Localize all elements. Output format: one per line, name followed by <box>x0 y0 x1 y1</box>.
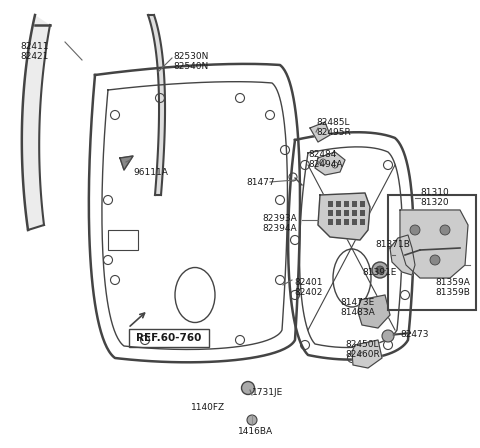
Text: 81310
81320: 81310 81320 <box>420 188 449 207</box>
Bar <box>336 210 341 216</box>
Text: 1416BA: 1416BA <box>238 427 273 436</box>
Bar <box>336 219 341 225</box>
Text: 81391E: 81391E <box>362 268 396 277</box>
Polygon shape <box>318 193 370 240</box>
Text: 81359A
81359B: 81359A 81359B <box>435 278 470 297</box>
Circle shape <box>376 266 384 274</box>
Circle shape <box>382 330 394 342</box>
Text: 82530N
82540N: 82530N 82540N <box>173 52 208 71</box>
Text: 82411
82421: 82411 82421 <box>20 42 48 61</box>
Polygon shape <box>120 156 133 170</box>
Bar <box>352 201 357 207</box>
Bar <box>344 219 349 225</box>
Polygon shape <box>352 340 382 368</box>
Bar <box>344 210 349 216</box>
Polygon shape <box>310 122 330 142</box>
Text: 82485L
82495R: 82485L 82495R <box>316 118 351 138</box>
Text: 82450L
82460R: 82450L 82460R <box>345 340 380 359</box>
Bar <box>328 219 333 225</box>
Bar <box>328 210 333 216</box>
Polygon shape <box>22 15 50 230</box>
Bar <box>360 201 365 207</box>
Text: 1140FZ: 1140FZ <box>191 404 225 413</box>
Text: 82473: 82473 <box>400 330 429 339</box>
Circle shape <box>247 415 257 425</box>
Circle shape <box>410 225 420 235</box>
Bar <box>108 230 138 250</box>
Text: 96111A: 96111A <box>133 168 168 177</box>
Text: 81477: 81477 <box>246 178 275 187</box>
Text: REF.60-760: REF.60-760 <box>136 333 202 343</box>
Bar <box>352 219 357 225</box>
Circle shape <box>440 225 450 235</box>
Bar <box>360 219 365 225</box>
Polygon shape <box>358 295 390 328</box>
Polygon shape <box>315 152 345 175</box>
Bar <box>360 210 365 216</box>
Text: 81473E
81483A: 81473E 81483A <box>340 298 375 317</box>
Polygon shape <box>400 210 468 278</box>
Bar <box>344 201 349 207</box>
Polygon shape <box>148 15 165 195</box>
Circle shape <box>241 382 254 395</box>
Bar <box>336 201 341 207</box>
Circle shape <box>430 255 440 265</box>
Polygon shape <box>390 235 415 275</box>
Bar <box>352 210 357 216</box>
Text: 82401
82402: 82401 82402 <box>294 278 323 297</box>
Text: 1731JE: 1731JE <box>252 388 283 397</box>
Text: 82484
82494A: 82484 82494A <box>308 150 343 169</box>
Text: 81371B: 81371B <box>375 240 410 249</box>
Text: 82393A
82394A: 82393A 82394A <box>262 214 297 233</box>
Circle shape <box>372 262 388 278</box>
Bar <box>388 195 476 310</box>
Bar <box>328 201 333 207</box>
